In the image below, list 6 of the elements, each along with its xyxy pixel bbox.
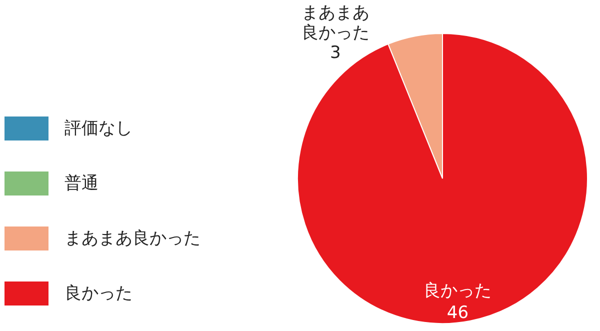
legend-label: 普通 xyxy=(64,174,98,194)
legend-label: 良かった xyxy=(64,284,132,304)
data-label: 良かった 46 xyxy=(424,280,492,323)
data-label: まあまあ良かった 3 xyxy=(301,3,370,64)
legend-label: まあまあ良かった xyxy=(64,228,200,248)
legend-label: 評価なし xyxy=(64,118,132,138)
